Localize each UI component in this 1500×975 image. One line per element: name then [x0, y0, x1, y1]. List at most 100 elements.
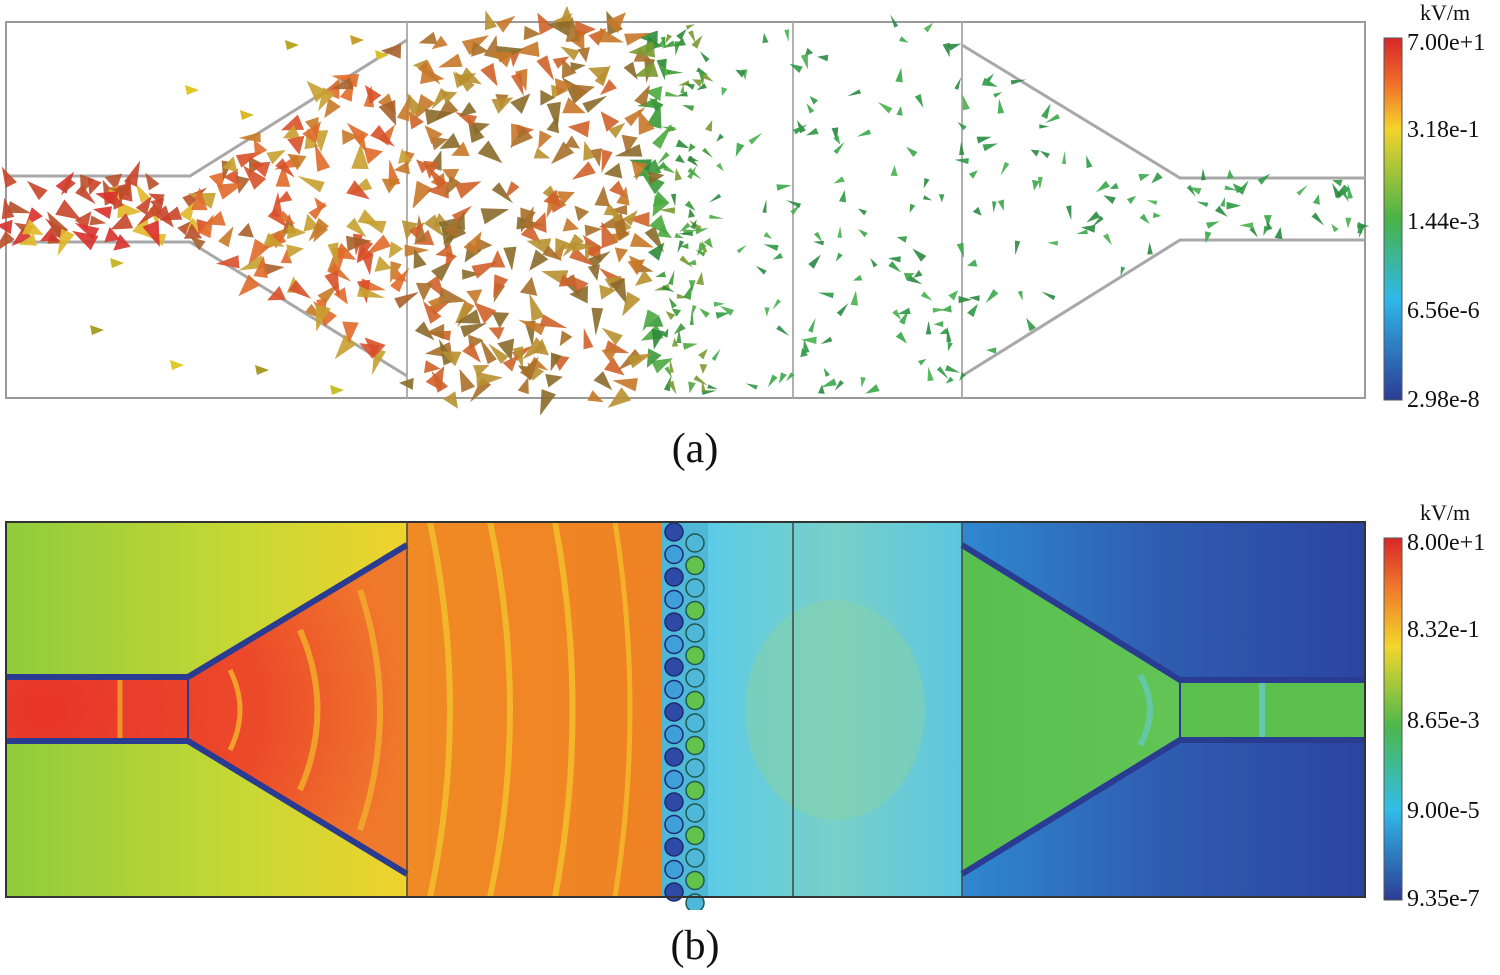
- field-arrow: [543, 189, 561, 207]
- field-arrow: [646, 102, 662, 129]
- field-arrow: [238, 274, 260, 297]
- field-arrow: [923, 178, 930, 189]
- field-arrow: [277, 210, 296, 224]
- field-arrow: [413, 94, 435, 121]
- field-arrow: [328, 263, 352, 282]
- field-arrow: [523, 25, 541, 41]
- field-arrow: [1347, 183, 1353, 199]
- field-arrow: [663, 375, 672, 392]
- field-arrow: [800, 347, 808, 358]
- field-arrow: [1017, 290, 1023, 301]
- output-horn-fill: [962, 545, 1365, 874]
- unit-cell: [685, 600, 705, 621]
- field-arrow: [364, 234, 392, 256]
- colorbar-a-tick-3: 1.44e-3: [1407, 209, 1480, 235]
- field-arrow: [462, 342, 481, 363]
- unit-cell: [664, 702, 684, 722]
- field-arrow: [684, 83, 695, 90]
- field-arrow: [1257, 173, 1271, 185]
- field-arrow: [701, 73, 714, 82]
- field-arrow: [476, 371, 504, 388]
- domain-outline-a: [5, 21, 1366, 399]
- field-arrow: [562, 58, 577, 79]
- field-arrow: [308, 202, 327, 220]
- field-arrow: [696, 67, 709, 76]
- field-arrow: [1030, 149, 1040, 157]
- field-arrow: [451, 141, 470, 157]
- field-arrow: [608, 204, 628, 215]
- field-arrow: [903, 273, 915, 281]
- field-arrow: [860, 377, 866, 388]
- field-arrow: [424, 360, 441, 374]
- metamaterial-cells: [664, 522, 705, 910]
- field-arrow: [601, 346, 620, 362]
- field-arrow: [689, 312, 694, 326]
- field-arrow: [616, 186, 630, 206]
- field-arrow: [266, 149, 286, 165]
- field-arrow: [1311, 212, 1325, 226]
- field-arrow: [437, 287, 467, 304]
- field-arrow: [837, 226, 843, 238]
- field-arrow: [222, 156, 238, 173]
- field-arrow: [986, 347, 997, 354]
- field-arrow: [1032, 179, 1040, 191]
- field-arrow: [676, 329, 682, 343]
- field-arrow: [936, 366, 949, 380]
- field-arrow: [569, 247, 595, 267]
- field-arrow: [503, 246, 517, 271]
- field-arrow: [702, 147, 714, 159]
- field-arrow: [767, 374, 778, 388]
- field-arrow: [972, 206, 982, 216]
- field-arrow: [1226, 201, 1242, 210]
- field-arrow: [968, 170, 978, 179]
- field-arrow: [443, 391, 458, 409]
- field-arrow: [89, 215, 107, 226]
- field-arrow: [435, 244, 454, 258]
- field-arrow: [954, 158, 969, 165]
- field-arrow: [1357, 221, 1363, 234]
- field-arrow: [652, 195, 670, 217]
- field-arrow: [388, 241, 404, 259]
- field-arrow: [669, 357, 674, 373]
- field-arrow: [993, 92, 1003, 98]
- field-arrow: [914, 94, 924, 108]
- field-arrow: [459, 101, 477, 117]
- field-arrow: [688, 30, 696, 44]
- field-arrow: [813, 240, 824, 246]
- field-arrow: [240, 110, 254, 120]
- field-arrow: [696, 271, 704, 286]
- field-arrow: [331, 77, 354, 90]
- field-arrow: [927, 366, 934, 382]
- field-arrow: [1120, 266, 1126, 276]
- field-arrow: [364, 85, 382, 104]
- field-arrow: [248, 238, 270, 266]
- field-arrow: [918, 358, 927, 366]
- field-arrow: [962, 94, 970, 111]
- field-arrow: [333, 242, 357, 260]
- wavefront: [487, 521, 513, 898]
- unit-cell: [664, 612, 684, 632]
- field-arrow: [539, 314, 568, 329]
- field-arrow: [823, 367, 830, 377]
- field-arrow: [364, 337, 386, 358]
- field-arrow: [1296, 184, 1308, 196]
- field-arrow: [947, 341, 953, 352]
- field-arrow: [342, 321, 359, 344]
- field-arrow: [567, 120, 590, 138]
- field-arrow: [197, 214, 214, 239]
- field-arrow: [333, 287, 348, 305]
- field-arrow: [287, 135, 305, 155]
- panel-b-field-magnitude: kV/m 8.00e+1 8.32e-1 8.65e-3 9.00e-5 9.3…: [0, 500, 1500, 910]
- field-arrow: [18, 233, 37, 246]
- field-arrow: [315, 304, 331, 332]
- field-arrow: [381, 178, 400, 194]
- field-arrow: [699, 308, 710, 318]
- field-arrow: [431, 370, 449, 393]
- field-arrow: [520, 206, 534, 230]
- unit-cell: [664, 522, 684, 542]
- field-arrow: [90, 325, 104, 335]
- panel-a-svg: kV/m 7.00e+1 3.18e-1 1.44e-3 6.56e-6 2.9…: [0, 0, 1485, 416]
- field-arrow: [285, 40, 299, 50]
- field-arrow: [890, 165, 898, 176]
- unit-cell: [685, 893, 705, 910]
